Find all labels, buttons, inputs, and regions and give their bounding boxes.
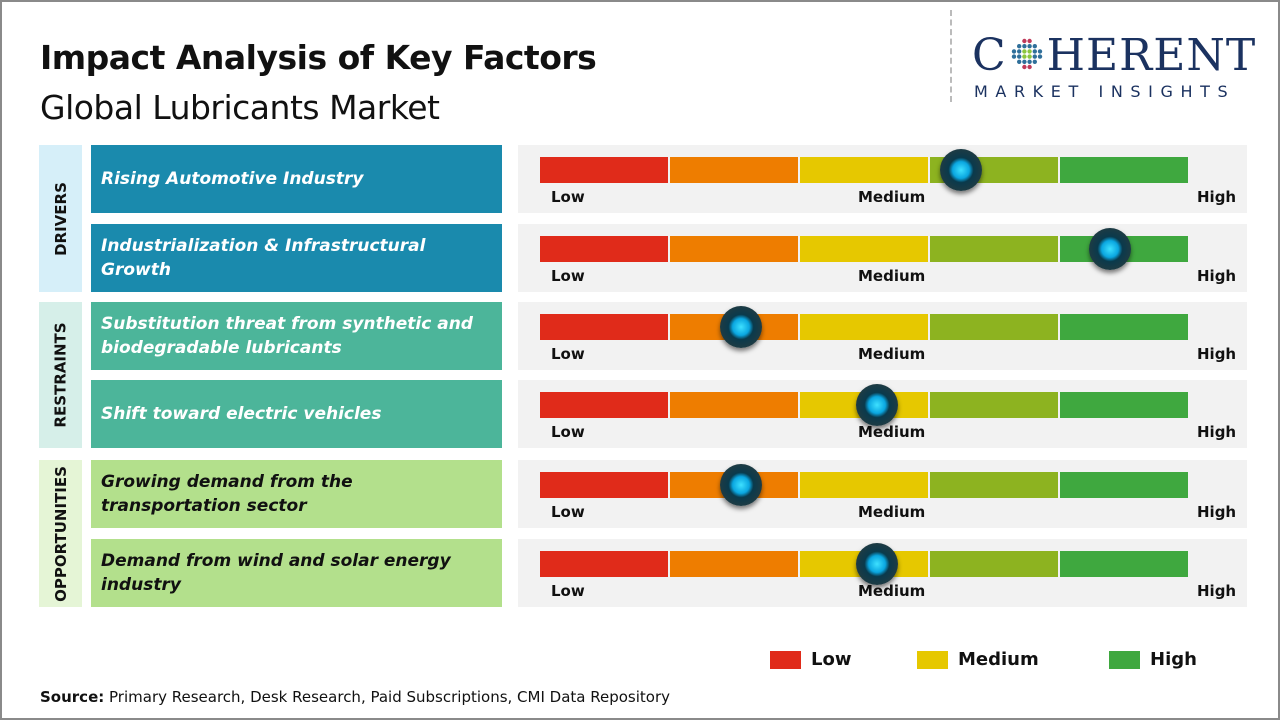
gauge-segment	[670, 236, 798, 262]
tick-medium: Medium	[858, 423, 926, 441]
gauge-segment	[540, 236, 668, 262]
factor-label: Growing demand from the transportation s…	[91, 460, 502, 528]
gauge-segment	[930, 392, 1058, 418]
logo-dot	[1021, 54, 1027, 59]
logo-dot	[1032, 54, 1037, 59]
gauge-segment	[1060, 314, 1188, 340]
tick-high: High	[1197, 582, 1237, 600]
gauge-segment	[540, 392, 668, 418]
tick-low: Low	[551, 423, 585, 441]
logo-dot	[1037, 49, 1042, 54]
page-subtitle: Global Lubricants Market	[40, 88, 440, 127]
impact-marker	[940, 149, 983, 191]
logo-dot	[1021, 64, 1027, 70]
logo-dot	[1011, 49, 1016, 54]
logo-dot	[1027, 49, 1032, 54]
tick-medium: Medium	[858, 503, 926, 521]
tick-low: Low	[551, 267, 585, 285]
gauge-segment	[1060, 392, 1188, 418]
impact-gauge: Low Medium High	[518, 539, 1247, 607]
logo-dot	[1016, 44, 1022, 49]
gauge-segment	[540, 157, 668, 183]
legend-high: High	[1109, 649, 1197, 670]
logo-dot	[1016, 59, 1022, 64]
impact-marker	[719, 306, 762, 348]
impact-gauge: Low Medium High	[518, 302, 1247, 370]
logo-dot	[1037, 54, 1042, 59]
tick-medium: Medium	[858, 582, 926, 600]
logo-dot	[1027, 59, 1032, 64]
logo-dot	[1016, 54, 1022, 59]
logo-dot	[1021, 38, 1027, 44]
gauge-segment	[1060, 551, 1188, 577]
tick-medium: Medium	[858, 267, 926, 285]
gauge-segment	[930, 236, 1058, 262]
gauge-segment	[670, 392, 798, 418]
category-drivers: DRIVERS	[39, 145, 82, 292]
source-note: Source: Primary Research, Desk Research,…	[40, 688, 671, 706]
logo-dot	[1016, 49, 1022, 54]
tick-medium: Medium	[858, 188, 926, 206]
impact-marker	[1089, 228, 1132, 270]
impact-gauge: Low Medium High	[518, 460, 1247, 528]
tick-high: High	[1197, 345, 1237, 363]
impact-gauge: Low Medium High	[518, 224, 1247, 292]
page-title: Impact Analysis of Key Factors	[40, 38, 597, 77]
logo-dot	[1027, 64, 1032, 70]
legend-medium: Medium	[917, 649, 1039, 670]
tick-medium: Medium	[858, 345, 926, 363]
factor-label: Demand from wind and solar energy indust…	[91, 539, 502, 607]
gauge-segment	[930, 472, 1058, 498]
logo-dot	[1032, 59, 1037, 64]
legend-swatch	[770, 650, 801, 669]
gauge-segment	[800, 472, 928, 498]
gauge-segment	[670, 551, 798, 577]
gauge-segment	[800, 157, 928, 183]
impact-marker	[855, 543, 898, 585]
gauge-segment	[670, 157, 798, 183]
company-logo: C HERENT MARKET INSIGHTS	[950, 10, 1270, 102]
gauge-segment	[540, 472, 668, 498]
gauge-segment	[1060, 157, 1188, 183]
logo-dot	[1021, 49, 1027, 54]
legend-low: Low	[770, 649, 851, 670]
impact-gauge: Low Medium High	[518, 380, 1247, 448]
gauge-segment	[930, 314, 1058, 340]
gauge-segment	[540, 314, 668, 340]
tick-high: High	[1197, 423, 1237, 441]
tick-low: Low	[551, 345, 585, 363]
legend-swatch	[1109, 650, 1140, 669]
tick-high: High	[1197, 503, 1237, 521]
logo-dot	[1011, 54, 1016, 59]
impact-marker	[855, 384, 898, 426]
tick-low: Low	[551, 582, 585, 600]
factor-label: Shift toward electric vehicles	[91, 380, 502, 448]
gauge-segment	[800, 314, 928, 340]
factor-label: Substitution threat from synthetic and b…	[91, 302, 502, 370]
gauge-segment	[930, 551, 1058, 577]
logo-dot	[1021, 59, 1027, 64]
category-restraints: RESTRAINTS	[39, 302, 82, 448]
impact-marker	[719, 464, 762, 506]
factor-label: Industrialization & Infrastructural Grow…	[91, 224, 502, 292]
gauge-segment	[540, 551, 668, 577]
logo-dot	[1027, 44, 1032, 49]
logo-dot	[1027, 54, 1032, 59]
tick-high: High	[1197, 188, 1237, 206]
tick-low: Low	[551, 188, 585, 206]
tick-low: Low	[551, 503, 585, 521]
logo-dot	[1032, 49, 1037, 54]
factor-label: Rising Automotive Industry	[91, 145, 502, 213]
legend-swatch	[917, 650, 948, 669]
globe-icon	[1011, 38, 1042, 70]
gauge-segment	[1060, 472, 1188, 498]
gauge-segment	[800, 236, 928, 262]
impact-gauge: Low Medium High	[518, 145, 1247, 213]
logo-dot	[1032, 44, 1037, 49]
tick-high: High	[1197, 267, 1237, 285]
logo-dot	[1027, 38, 1032, 44]
category-opportunities: OPPORTUNITIES	[39, 460, 82, 607]
logo-dot	[1021, 44, 1027, 49]
